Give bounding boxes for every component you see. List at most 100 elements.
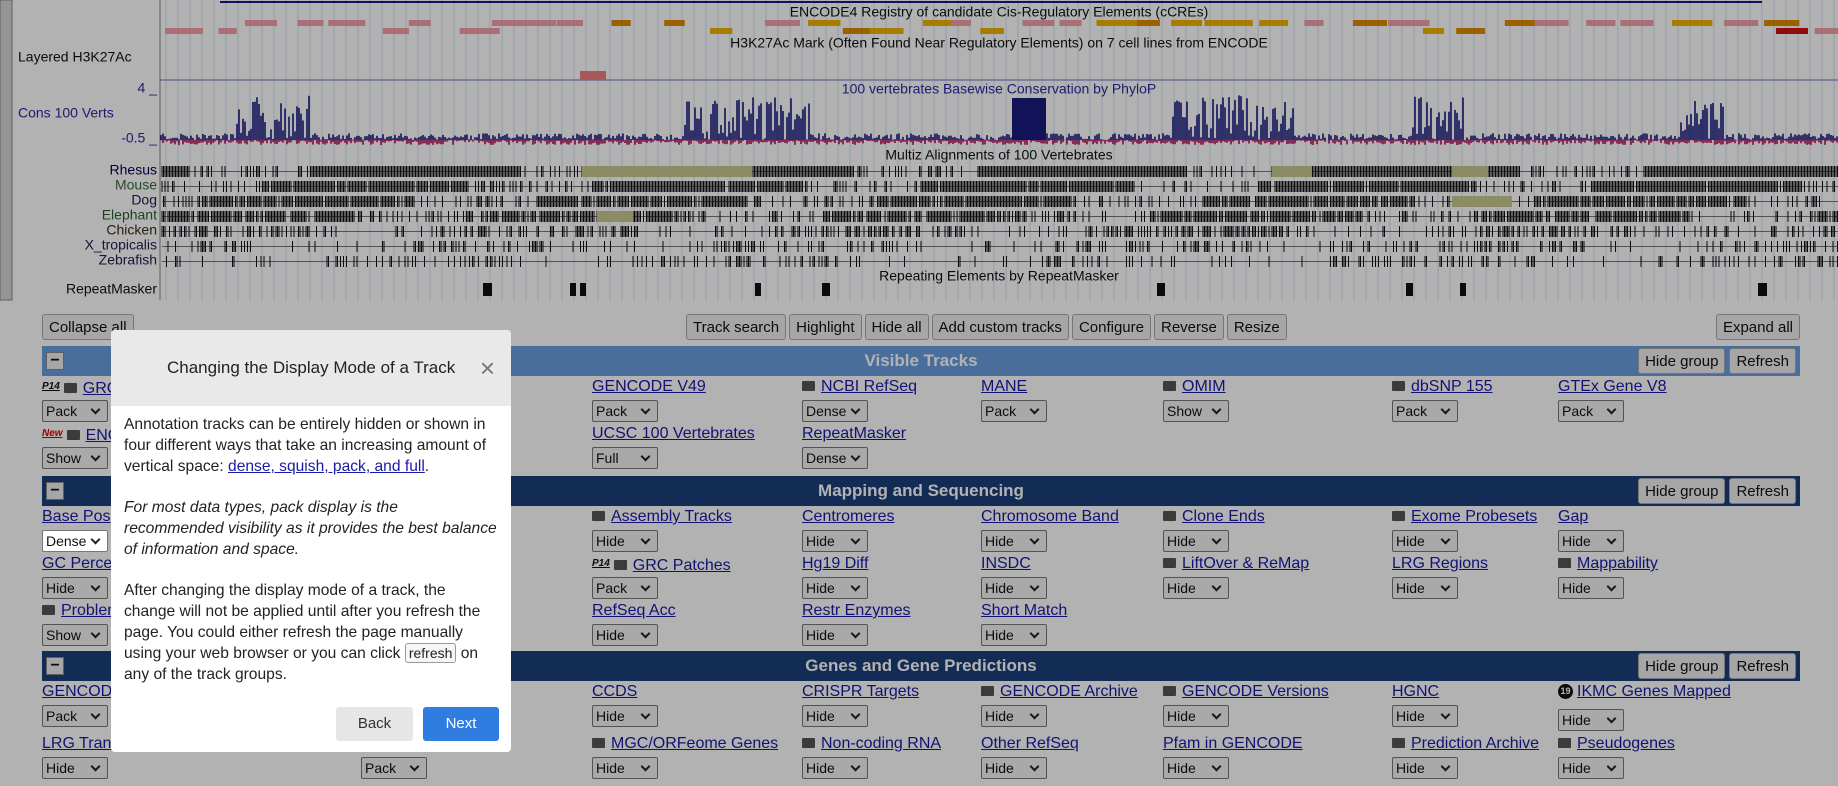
visibility-select[interactable]: Hide <box>1392 530 1458 552</box>
track-link[interactable]: Prediction Archive <box>1411 735 1540 752</box>
track-link[interactable]: RefSeq Acc <box>592 602 676 619</box>
group-button[interactable]: Refresh <box>1729 348 1796 374</box>
track-link[interactable]: Pseudogenes <box>1577 735 1675 752</box>
track-link[interactable]: Assembly Tracks <box>611 508 732 525</box>
track-link[interactable]: UCSC 100 Vertebrates <box>592 425 755 442</box>
visibility-select[interactable]: Hide <box>1558 530 1624 552</box>
track-link[interactable]: RepeatMasker <box>802 425 907 442</box>
visibility-select[interactable]: Hide <box>1392 577 1458 599</box>
track-name[interactable]: LRG Regions <box>1392 553 1488 575</box>
track-name[interactable]: Prediction Archive <box>1392 733 1539 755</box>
visibility-select[interactable]: Hide <box>802 624 868 646</box>
visibility-select[interactable]: Hide <box>592 757 658 779</box>
track-name[interactable]: Hg19 Diff <box>802 553 868 575</box>
track-name[interactable]: dbSNP 155 <box>1392 376 1493 398</box>
close-button[interactable]: × <box>479 353 495 383</box>
visibility-select[interactable]: Hide <box>1392 705 1458 727</box>
track-name[interactable]: P14 GRC <box>42 376 118 398</box>
back-button[interactable]: Back <box>336 707 413 741</box>
toolbar-button[interactable]: Highlight <box>789 314 862 340</box>
visibility-select[interactable]: Pack <box>1392 400 1458 422</box>
visibility-select[interactable]: Hide <box>802 705 868 727</box>
track-name[interactable]: Base Pos <box>42 506 110 528</box>
visibility-select[interactable]: Hide <box>1558 709 1624 731</box>
group-button[interactable]: Refresh <box>1729 478 1796 504</box>
track-name[interactable]: Restr Enzymes <box>802 600 910 622</box>
track-name[interactable]: RepeatMasker <box>802 423 906 445</box>
track-name[interactable]: RefSeq Acc <box>592 600 676 622</box>
group-button[interactable]: Hide group <box>1638 348 1726 374</box>
track-name[interactable]: LiftOver & ReMap <box>1163 553 1309 575</box>
track-link[interactable]: GC Perce <box>42 555 113 572</box>
track-link[interactable]: MGC/ORFeome Genes <box>611 735 779 752</box>
group-button[interactable]: Refresh <box>1729 653 1796 679</box>
track-name[interactable]: Short Match <box>981 600 1067 622</box>
collapse-all-button[interactable]: Collapse all <box>42 314 134 340</box>
track-link[interactable]: Non-coding RNA <box>821 735 942 752</box>
track-link[interactable]: Probler <box>61 602 113 619</box>
visibility-select[interactable]: Hide <box>802 530 868 552</box>
visibility-select[interactable]: Hide <box>1392 757 1458 779</box>
track-name[interactable]: Chromosome Band <box>981 506 1119 528</box>
visibility-select[interactable]: Hide <box>981 624 1047 646</box>
track-name[interactable]: MGC/ORFeome Genes <box>592 733 778 755</box>
track-link[interactable]: Mappability <box>1577 555 1658 572</box>
track-name[interactable]: HGNC <box>1392 681 1458 703</box>
visibility-select[interactable]: Pack <box>42 400 108 422</box>
track-link[interactable]: GRC <box>82 380 119 397</box>
visibility-select[interactable]: Hide <box>1163 577 1229 599</box>
track-name[interactable]: GC Perce <box>42 553 112 575</box>
visibility-select[interactable]: Show <box>1163 400 1229 422</box>
refresh-button[interactable]: refresh <box>404 643 457 663</box>
track-link[interactable]: dbSNP 155 <box>1411 378 1493 395</box>
visibility-select[interactable]: Hide <box>981 705 1047 727</box>
track-name[interactable]: Assembly Tracks <box>592 506 732 528</box>
visibility-select[interactable]: Hide <box>1558 757 1624 779</box>
track-link[interactable]: Gap <box>1558 508 1589 525</box>
visibility-select[interactable]: Hide <box>1558 577 1624 599</box>
toolbar-button[interactable]: Resize <box>1226 314 1287 340</box>
track-link[interactable]: GENCODE V49 <box>592 378 706 395</box>
visibility-select[interactable]: Hide <box>1163 705 1229 727</box>
track-name[interactable]: Non-coding RNA <box>802 733 941 755</box>
visibility-select[interactable]: Dense <box>42 530 108 552</box>
track-link[interactable]: CCDS <box>592 683 638 700</box>
track-name[interactable]: GENCODE V49 <box>592 376 706 398</box>
track-name[interactable]: P14 GRC Patches <box>592 553 731 575</box>
visibility-select[interactable]: Hide <box>1163 757 1229 779</box>
visibility-select[interactable]: Dense <box>802 447 868 469</box>
visibility-select[interactable]: Hide <box>42 577 108 599</box>
link[interactable]: dense, squish, pack, and full <box>228 458 425 475</box>
track-name[interactable]: Probler <box>42 600 113 622</box>
track-name[interactable]: New ENC <box>42 423 119 445</box>
track-name[interactable]: UCSC 100 Vertebrates <box>592 423 755 445</box>
track-link[interactable]: Clone Ends <box>1182 508 1265 525</box>
track-link[interactable]: Base Pos <box>42 508 111 525</box>
track-link[interactable]: IKMC Genes Mapped <box>1577 683 1731 700</box>
visibility-select[interactable]: Hide <box>981 577 1047 599</box>
track-link[interactable]: GENCOD <box>42 683 113 700</box>
group-button[interactable]: Hide group <box>1638 653 1726 679</box>
visibility-select[interactable]: Hide <box>592 530 658 552</box>
visibility-select[interactable]: Hide <box>981 530 1047 552</box>
track-name[interactable]: GENCODE Versions <box>1163 681 1329 703</box>
visibility-select[interactable]: Hide <box>1163 530 1229 552</box>
visibility-select[interactable]: Pack <box>981 400 1047 422</box>
track-name[interactable]: INSDC <box>981 553 1047 575</box>
track-link[interactable]: Short Match <box>981 602 1068 619</box>
track-link[interactable]: LiftOver & ReMap <box>1182 555 1310 572</box>
track-link[interactable]: HGNC <box>1392 683 1440 700</box>
track-name[interactable]: Clone Ends <box>1163 506 1265 528</box>
track-link[interactable]: GENCODE Versions <box>1182 683 1329 700</box>
visibility-select[interactable]: Hide <box>981 757 1047 779</box>
visibility-select[interactable]: Hide <box>592 705 658 727</box>
visibility-select[interactable]: Show <box>42 447 108 469</box>
visibility-select[interactable]: Pack <box>42 705 108 727</box>
track-link[interactable]: GRC Patches <box>632 557 731 574</box>
collapse-button[interactable]: − <box>46 482 64 500</box>
visibility-select[interactable]: Pack <box>361 757 427 779</box>
track-name[interactable]: Exome Probesets <box>1392 506 1537 528</box>
toolbar-button[interactable]: Add custom tracks <box>931 314 1069 340</box>
track-link[interactable]: LRG Regions <box>1392 555 1489 572</box>
visibility-select[interactable]: Show <box>42 624 108 646</box>
